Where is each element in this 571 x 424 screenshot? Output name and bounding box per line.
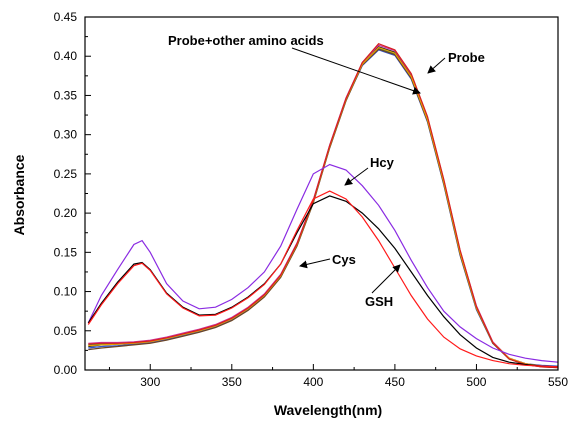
x-tick-label: 300 xyxy=(140,375,160,389)
series-line-4 xyxy=(88,48,559,369)
y-tick-label: 0.45 xyxy=(54,10,78,24)
series-line-2 xyxy=(88,49,559,367)
annotation-arrow-1 xyxy=(427,57,446,74)
y-tick-label: 0.35 xyxy=(54,88,78,102)
series-line-5 xyxy=(88,46,559,368)
series-line-8 xyxy=(87,195,559,368)
plot-frame xyxy=(84,16,559,371)
annotation-hcy: Hcy xyxy=(370,155,395,170)
annotation-probe-other: Probe+other amino acids xyxy=(168,33,324,48)
y-tick-label: 0.25 xyxy=(54,167,78,181)
series-line-1 xyxy=(88,47,559,368)
annotation-probe: Probe xyxy=(448,50,485,65)
y-tick-label: 0.20 xyxy=(54,206,78,220)
y-axis-title: Absorbance xyxy=(11,154,27,235)
annotation-arrow-0 xyxy=(291,47,421,95)
y-tick-label: 0.30 xyxy=(54,128,78,142)
annotation-arrow-4 xyxy=(371,264,401,294)
x-tick-label: 350 xyxy=(222,375,242,389)
annotation-arrow-2 xyxy=(344,167,369,186)
y-tick-label: 0.05 xyxy=(54,324,78,338)
series-line-0 xyxy=(88,46,559,368)
series-layer xyxy=(87,42,559,369)
y-tick-label: 0.40 xyxy=(54,49,78,63)
x-axis-title: Wavelength(nm) xyxy=(274,402,382,418)
y-tick-label: 0.00 xyxy=(54,363,78,377)
y-tick-label: 0.15 xyxy=(54,245,78,259)
x-tick-label: 450 xyxy=(385,375,405,389)
axes-layer: 300 350 400 450 500 550 0.00 0.05 0.10 0.15 0.20 0.… xyxy=(54,10,569,389)
series-line-9 xyxy=(87,190,559,368)
series-line-6 xyxy=(88,42,559,369)
x-tick-label: 500 xyxy=(466,375,486,389)
x-tick-label: 550 xyxy=(548,375,568,389)
annotation-gsh: GSH xyxy=(365,294,393,309)
y-tick-label: 0.10 xyxy=(54,285,78,299)
annotation-cys: Cys xyxy=(332,252,356,267)
series-line-7 xyxy=(87,163,559,363)
annotation-arrow-3 xyxy=(299,258,331,269)
annotation-arrows xyxy=(291,47,446,294)
series-line-3 xyxy=(88,44,559,368)
x-tick-label: 400 xyxy=(303,375,323,389)
